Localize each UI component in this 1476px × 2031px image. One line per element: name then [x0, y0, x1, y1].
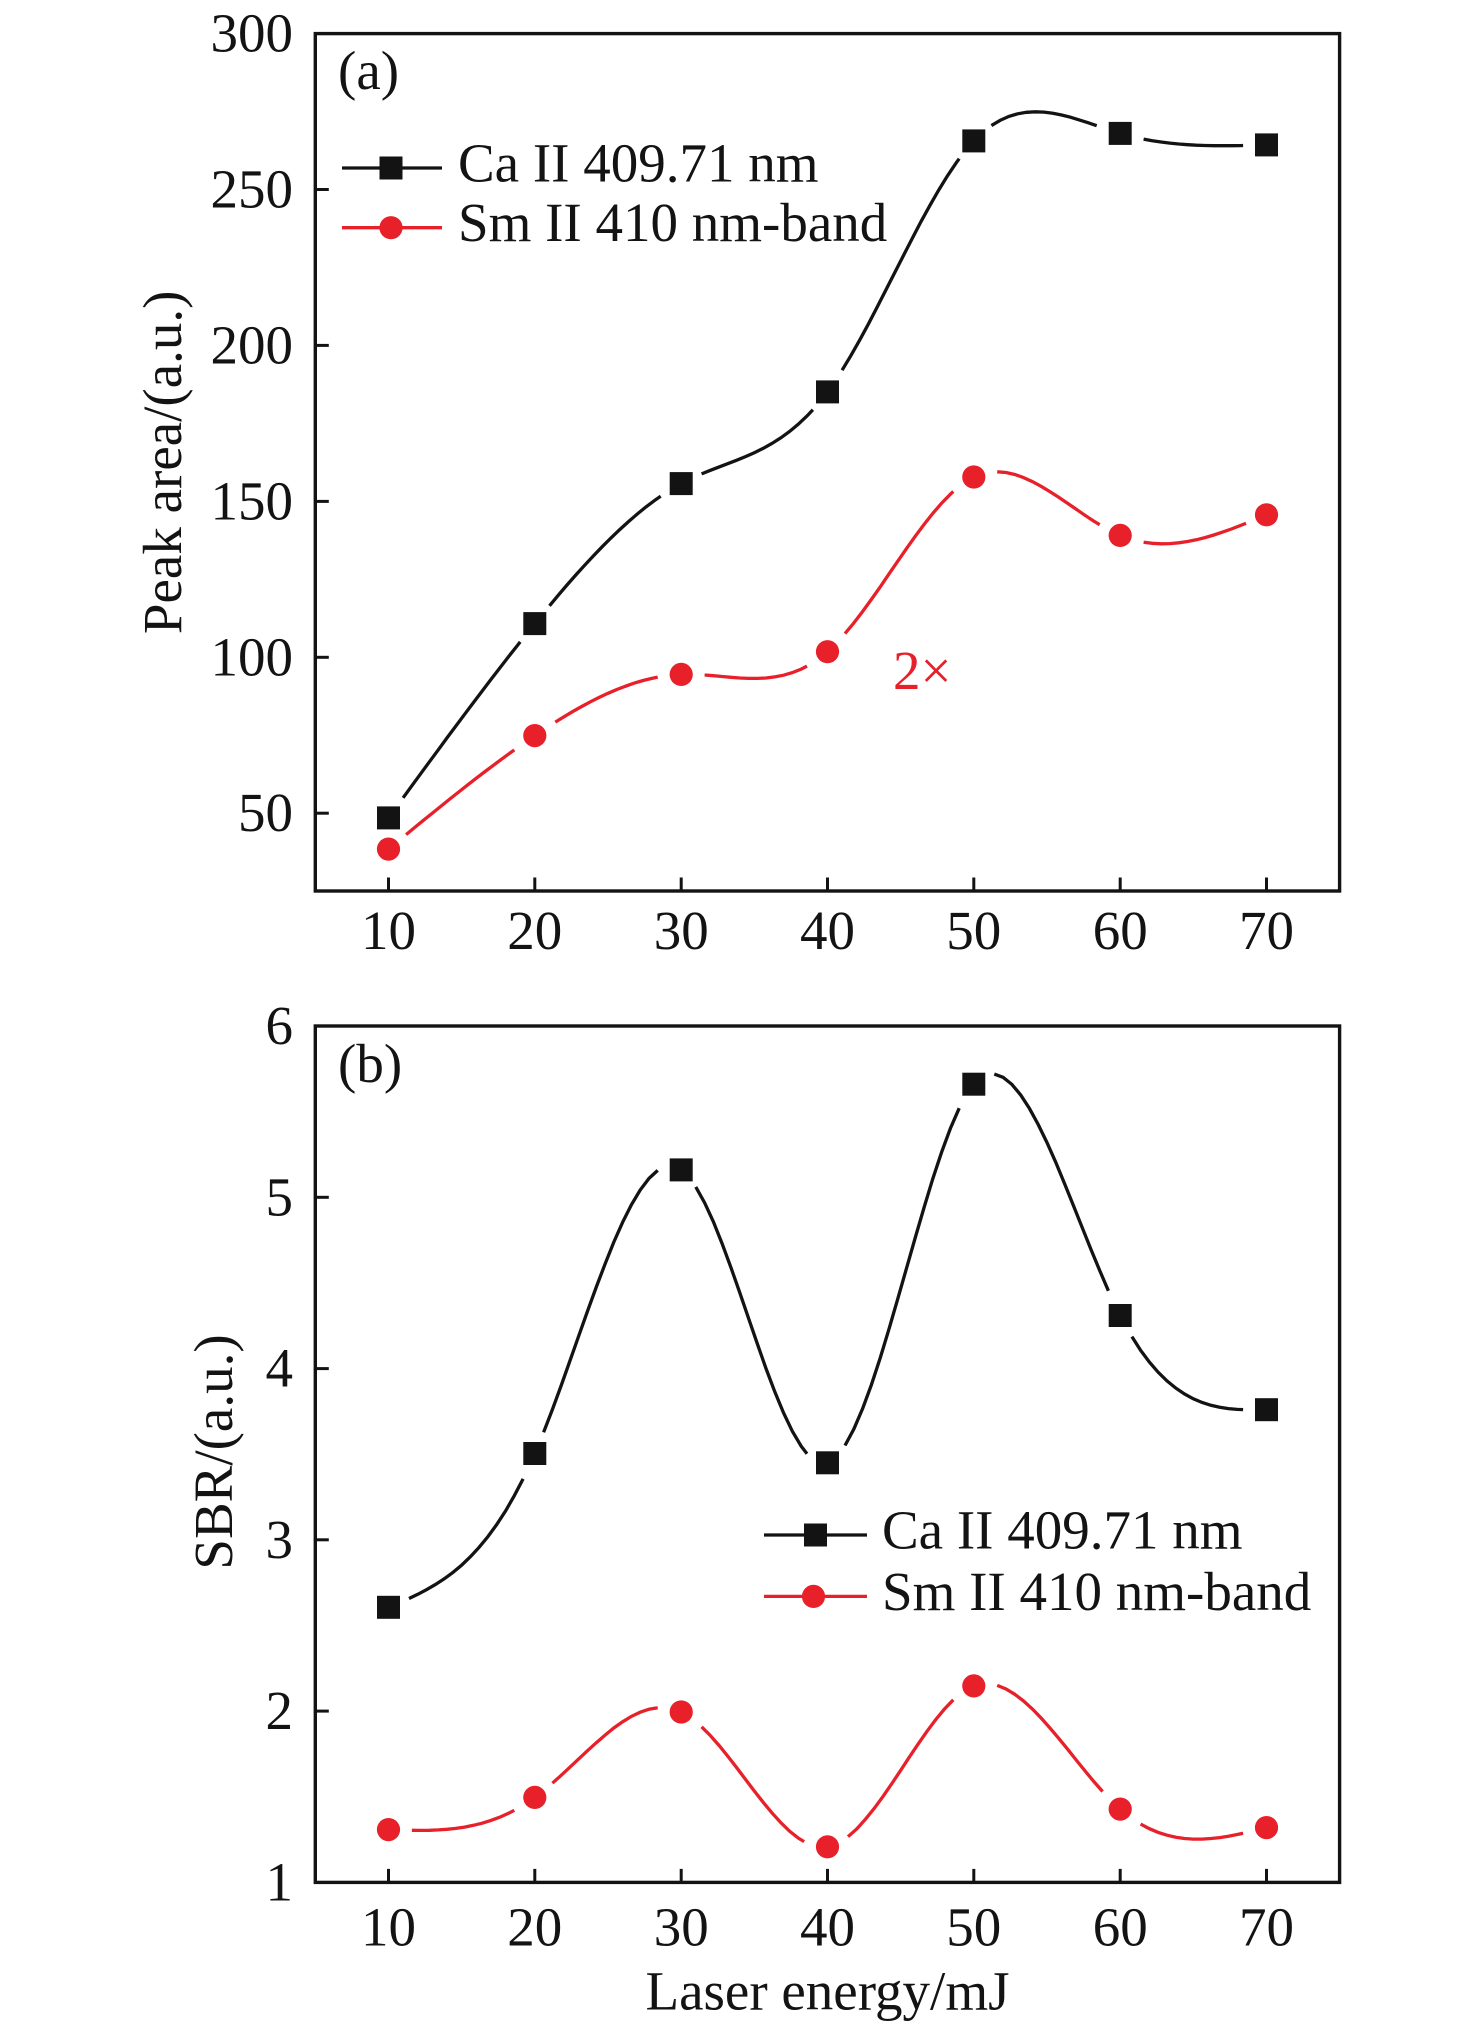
- svg-text:Sm II 410 nm-band: Sm II 410 nm-band: [882, 1561, 1311, 1622]
- svg-text:Peak area/(a.u.): Peak area/(a.u.): [132, 291, 193, 635]
- svg-text:40: 40: [800, 1897, 855, 1958]
- svg-text:2×: 2×: [893, 640, 952, 701]
- svg-text:(b): (b): [338, 1033, 402, 1094]
- svg-text:200: 200: [211, 314, 294, 375]
- svg-text:60: 60: [1093, 1897, 1148, 1958]
- svg-text:70: 70: [1239, 1897, 1294, 1958]
- svg-text:(a): (a): [338, 40, 399, 101]
- svg-text:5: 5: [266, 1166, 294, 1227]
- svg-text:250: 250: [211, 159, 294, 220]
- svg-text:100: 100: [211, 626, 294, 687]
- svg-text:20: 20: [507, 1897, 562, 1958]
- svg-text:20: 20: [507, 900, 562, 961]
- svg-text:150: 150: [211, 470, 294, 531]
- svg-text:Laser energy/mJ: Laser energy/mJ: [646, 1961, 1010, 2022]
- svg-text:30: 30: [654, 900, 709, 961]
- svg-text:6: 6: [266, 995, 294, 1056]
- svg-text:60: 60: [1093, 900, 1148, 961]
- svg-text:SBR/(a.u.): SBR/(a.u.): [183, 1334, 244, 1569]
- svg-text:50: 50: [946, 1897, 1001, 1958]
- svg-text:2: 2: [266, 1680, 294, 1741]
- svg-text:Ca II 409.71 nm: Ca II 409.71 nm: [882, 1499, 1243, 1560]
- svg-text:1: 1: [266, 1851, 294, 1912]
- svg-text:3: 3: [266, 1509, 294, 1570]
- svg-text:70: 70: [1239, 900, 1294, 961]
- svg-text:10: 10: [361, 1897, 416, 1958]
- svg-text:40: 40: [800, 900, 855, 961]
- svg-text:50: 50: [946, 900, 1001, 961]
- svg-text:10: 10: [361, 900, 416, 961]
- svg-text:50: 50: [238, 782, 293, 843]
- svg-text:30: 30: [654, 1897, 709, 1958]
- svg-text:Sm II 410 nm-band: Sm II 410 nm-band: [458, 192, 887, 253]
- svg-text:300: 300: [211, 3, 294, 64]
- svg-text:4: 4: [266, 1338, 294, 1399]
- svg-text:Ca II 409.71 nm: Ca II 409.71 nm: [458, 132, 819, 193]
